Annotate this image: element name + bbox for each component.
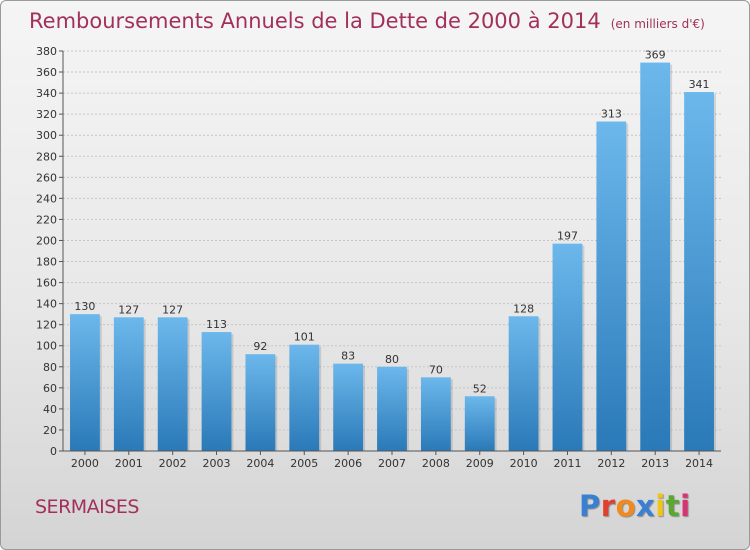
data-labels: 130 127 127 113 92 101 83 80 70 52 128 197 313 369 341 (74, 49, 709, 396)
logo-letter: o (615, 489, 637, 523)
logo-letter: i (680, 489, 691, 523)
logo-letter: x (636, 489, 656, 523)
bars (70, 62, 716, 452)
bar-2008 (420, 377, 451, 451)
data-label: 197 (557, 230, 578, 243)
y-tick-label: 240 (36, 192, 57, 205)
bar-2003 (201, 332, 232, 451)
bar-2002 (157, 317, 188, 451)
y-tick-label: 320 (36, 108, 57, 121)
data-label: 52 (473, 382, 487, 395)
y-tick-label: 80 (43, 361, 57, 374)
x-tick-label: 2012 (597, 457, 625, 470)
x-tick-label: 2005 (290, 457, 318, 470)
chart-unit: (en milliers d'€) (610, 17, 705, 31)
y-tick-label: 180 (36, 256, 57, 269)
data-label: 128 (513, 302, 534, 315)
data-label: 369 (645, 49, 666, 62)
y-tick-label: 100 (36, 340, 57, 353)
logo-letter: i (655, 489, 666, 523)
y-tick-label: 140 (36, 298, 57, 311)
y-tick-label: 160 (36, 277, 57, 290)
bar-2011 (552, 243, 583, 451)
y-tick-label: 280 (36, 150, 57, 163)
bar-2014 (684, 92, 714, 451)
y-tick-label: 120 (36, 319, 57, 332)
logo-letter: r (600, 489, 616, 523)
x-tick-label: 2010 (510, 457, 538, 470)
data-label: 70 (429, 363, 443, 376)
x-tick-label: 2014 (685, 457, 713, 470)
bar-2005 (289, 344, 320, 451)
bar-2004 (245, 354, 276, 451)
y-tick-label: 0 (50, 445, 57, 458)
x-tick-label: 2011 (553, 457, 581, 470)
data-label: 127 (162, 303, 183, 316)
data-label: 113 (206, 318, 227, 331)
y-tick-label: 300 (36, 129, 57, 142)
data-label: 341 (689, 78, 710, 91)
bar-2012 (596, 121, 627, 452)
bar-2001 (113, 317, 144, 451)
x-tick-label: 2004 (246, 457, 274, 470)
x-tick-label: 2013 (641, 457, 669, 470)
y-axis: 0 20 40 60 80 100 120 140 160 180 200 220 240 260 280 3… (36, 45, 64, 458)
proxiti-logo[interactable]: Proxiti (579, 489, 691, 523)
y-tick-label: 220 (36, 213, 57, 226)
city-name: SERMAISES (35, 496, 139, 518)
logo-letter: P (579, 489, 601, 523)
y-tick-label: 20 (43, 424, 57, 437)
y-tick-label: 260 (36, 171, 57, 184)
data-label: 83 (341, 350, 355, 363)
bar-2007 (377, 366, 407, 451)
y-tick-label: 340 (36, 87, 57, 100)
x-tick-label: 2002 (159, 457, 187, 470)
data-label: 80 (385, 353, 399, 366)
bar-2000 (70, 314, 100, 451)
chart-title-text: Remboursements Annuels de la Dette de 20… (29, 9, 601, 33)
data-label: 130 (74, 300, 95, 313)
x-tick-label: 2003 (203, 457, 231, 470)
data-label: 92 (253, 340, 267, 353)
data-label: 313 (601, 108, 622, 121)
x-tick-label: 2009 (466, 457, 494, 470)
x-tick-label: 2001 (115, 457, 143, 470)
x-axis: 2000 2001 2002 2003 2004 2005 2006 2007 2008 2009… (63, 450, 721, 470)
chart-title: Remboursements Annuels de la Dette de 20… (29, 9, 705, 33)
y-tick-label: 40 (43, 403, 57, 416)
bar-2013 (640, 62, 671, 451)
logo-letter: t (665, 489, 681, 523)
y-tick-label: 380 (36, 45, 57, 58)
y-tick-label: 360 (36, 66, 57, 79)
x-tick-label: 2008 (422, 457, 450, 470)
bar-2010 (508, 316, 539, 451)
bar-2009 (464, 396, 495, 451)
x-tick-label: 2007 (378, 457, 406, 470)
y-tick-label: 200 (36, 234, 57, 247)
x-tick-label: 2006 (334, 457, 362, 470)
y-tick-label: 60 (43, 382, 57, 395)
x-tick-label: 2000 (71, 457, 99, 470)
data-label: 127 (118, 303, 139, 316)
bar-2006 (333, 363, 364, 451)
data-label: 101 (294, 331, 315, 344)
